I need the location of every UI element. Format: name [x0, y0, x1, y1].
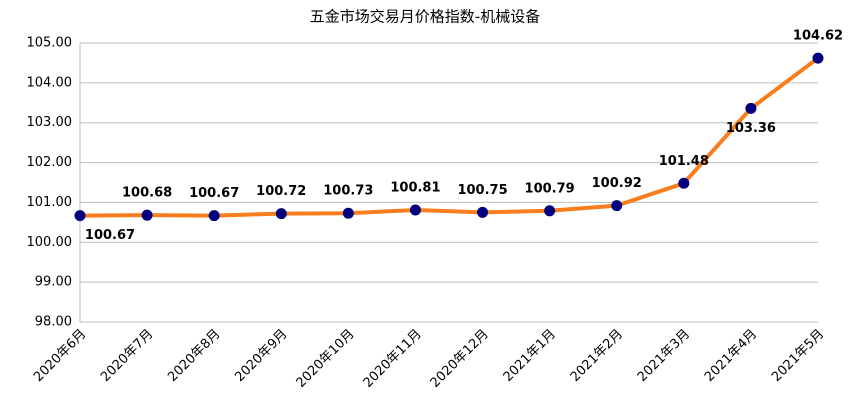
marker: [477, 206, 489, 218]
marker: [141, 209, 153, 221]
marker: [678, 177, 690, 189]
marker: [342, 207, 354, 219]
marker: [544, 205, 556, 217]
y-tick-label: 102.00: [27, 155, 73, 170]
data-label: 100.81: [390, 181, 440, 196]
data-label: 101.48: [659, 154, 709, 169]
marker: [611, 200, 623, 212]
marker: [74, 210, 86, 222]
data-label: 100.92: [592, 176, 642, 191]
data-label: 100.67: [85, 228, 135, 243]
data-label: 104.62: [793, 29, 843, 44]
marker: [409, 204, 421, 216]
marker: [208, 210, 220, 222]
marker: [745, 102, 757, 114]
y-tick-label: 104.00: [27, 75, 73, 90]
data-label: 100.68: [122, 186, 172, 201]
y-tick-label: 105.00: [27, 36, 73, 51]
y-tick-label: 100.00: [27, 235, 73, 250]
data-label: 100.79: [525, 181, 575, 196]
data-label: 100.72: [256, 184, 306, 199]
data-label: 100.73: [323, 184, 373, 199]
chart-title: 五金市场交易月价格指数-机械设备: [310, 8, 540, 26]
y-tick-label: 99.00: [35, 275, 72, 290]
marker: [275, 208, 287, 220]
y-tick-label: 101.00: [27, 195, 73, 210]
y-tick-label: 103.00: [27, 115, 73, 130]
marker: [812, 52, 824, 64]
data-label: 103.36: [726, 121, 776, 136]
y-tick-label: 98.00: [35, 315, 72, 330]
line: [79, 56, 820, 218]
data-label: 100.67: [189, 186, 239, 201]
data-label: 100.75: [457, 183, 507, 198]
